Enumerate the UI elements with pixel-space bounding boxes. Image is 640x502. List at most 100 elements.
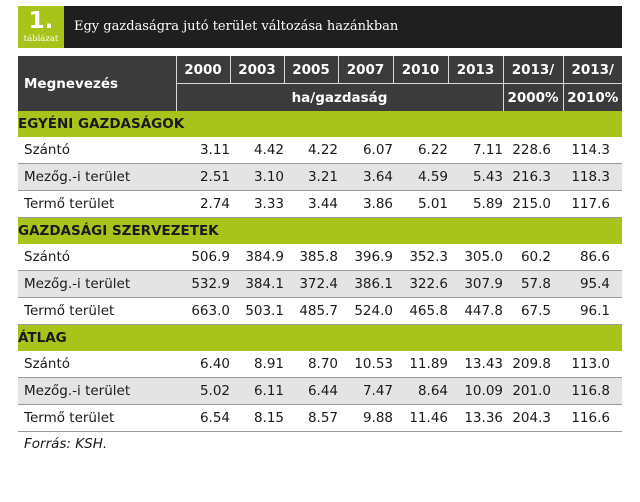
- value-cell: 663.0: [176, 297, 230, 325]
- ratio-cell: 113.0: [563, 351, 622, 378]
- table-row: Termő terület 6.54 8.15 8.57 9.88 11.46 13.36 2…: [18, 404, 622, 432]
- table-body: EGYÉNI GAZDASÁGOK Szántó 3.11 4.42 4.22 6.07 6…: [18, 111, 622, 432]
- table-title: Egy gazdaságra jutó terület változása ha…: [74, 19, 399, 34]
- value-cell: 3.21: [284, 163, 338, 191]
- section-header-row: GAZDASÁGI SZERVEZETEK: [18, 217, 622, 244]
- table-word: táblázat: [23, 34, 59, 44]
- value-cell: 3.10: [230, 163, 284, 191]
- value-cell: 396.9: [338, 244, 393, 271]
- table-number: 1.: [28, 8, 54, 34]
- column-header-ratio-top: 2013/: [562, 56, 622, 84]
- value-cell: 385.8: [284, 244, 338, 271]
- header-row-unit: ha/gazdaság 2000% 2010%: [18, 83, 622, 111]
- column-header-ratio-bottom: 2000%: [502, 83, 563, 111]
- value-cell: 10.09: [448, 377, 503, 405]
- value-cell: 465.8: [393, 297, 448, 325]
- value-cell: 5.43: [448, 163, 503, 191]
- source-note: Forrás: KSH.: [24, 436, 108, 452]
- section-header-row: ÁTLAG: [18, 324, 622, 351]
- table-row: Termő terület 663.0 503.1 485.7 524.0 465.8 44…: [18, 297, 622, 325]
- ratio-cell: 116.6: [563, 404, 622, 432]
- value-cell: 3.44: [284, 190, 338, 218]
- value-cell: 307.9: [448, 270, 503, 298]
- value-cell: 13.43: [448, 351, 503, 378]
- table-row: Szántó 3.11 4.42 4.22 6.07 6.22 7.11 228.6 114.3: [18, 137, 622, 164]
- value-cell: 3.11: [176, 137, 230, 164]
- row-label: Mezőg.-i terület: [18, 377, 176, 405]
- value-cell: 4.42: [230, 137, 284, 164]
- value-cell: 8.91: [230, 351, 284, 378]
- row-label: Szántó: [18, 351, 176, 378]
- section-title: GAZDASÁGI SZERVEZETEK: [18, 217, 622, 244]
- ratio-cell: 117.6: [563, 190, 622, 218]
- ratio-cell: 216.3: [503, 163, 563, 191]
- value-cell: 6.40: [176, 351, 230, 378]
- value-cell: 386.1: [338, 270, 393, 298]
- value-cell: 384.9: [230, 244, 284, 271]
- section-header-row: EGYÉNI GAZDASÁGOK: [18, 111, 622, 137]
- value-cell: 506.9: [176, 244, 230, 271]
- table-title-bar: 1. táblázat Egy gazdaságra jutó terület …: [18, 6, 622, 48]
- value-cell: 447.8: [448, 297, 503, 325]
- ratio-cell: 201.0: [503, 377, 563, 405]
- ratio-cell: 67.5: [503, 297, 563, 325]
- ratio-cell: 215.0: [503, 190, 563, 218]
- value-cell: 6.44: [284, 377, 338, 405]
- row-label: Termő terület: [18, 297, 176, 325]
- value-cell: 305.0: [448, 244, 503, 271]
- table-row: Termő terület 2.74 3.33 3.44 3.86 5.01 5.89 215…: [18, 190, 622, 218]
- row-label: Termő terület: [18, 404, 176, 432]
- value-cell: 4.59: [393, 163, 448, 191]
- value-cell: 3.33: [230, 190, 284, 218]
- value-cell: 8.64: [393, 377, 448, 405]
- value-cell: 6.07: [338, 137, 393, 164]
- column-header-unit: ha/gazdaság: [175, 83, 503, 111]
- table-row: Mezőg.-i terület 5.02 6.11 6.44 7.47 8.64 10.0…: [18, 377, 622, 405]
- ratio-cell: 228.6: [503, 137, 563, 164]
- value-cell: 352.3: [393, 244, 448, 271]
- column-header-year: 2010: [392, 56, 448, 84]
- value-cell: 4.22: [284, 137, 338, 164]
- value-cell: 532.9: [176, 270, 230, 298]
- value-cell: 6.11: [230, 377, 284, 405]
- row-label: Termő terület: [18, 190, 176, 218]
- ratio-cell: 57.8: [503, 270, 563, 298]
- column-header-year: 2005: [283, 56, 338, 84]
- value-cell: 5.89: [448, 190, 503, 218]
- row-label: Szántó: [18, 244, 176, 271]
- ratio-cell: 116.8: [563, 377, 622, 405]
- column-header-year: 2007: [337, 56, 393, 84]
- ratio-cell: 204.3: [503, 404, 563, 432]
- value-cell: 372.4: [284, 270, 338, 298]
- data-table: Megnevezés 2000 2003 2005 2007 2010 2013…: [18, 56, 622, 432]
- table-row: Mezőg.-i terület 2.51 3.10 3.21 3.64 4.59 5.43…: [18, 163, 622, 191]
- ratio-cell: 96.1: [563, 297, 622, 325]
- value-cell: 7.11: [448, 137, 503, 164]
- column-header-name: Megnevezés: [18, 56, 176, 111]
- value-cell: 524.0: [338, 297, 393, 325]
- value-cell: 7.47: [338, 377, 393, 405]
- value-cell: 2.51: [176, 163, 230, 191]
- table-number-badge: 1. táblázat: [18, 6, 64, 48]
- value-cell: 13.36: [448, 404, 503, 432]
- value-cell: 5.02: [176, 377, 230, 405]
- value-cell: 384.1: [230, 270, 284, 298]
- column-header-year: 2003: [229, 56, 284, 84]
- section-title: ÁTLAG: [18, 324, 622, 351]
- value-cell: 2.74: [176, 190, 230, 218]
- value-cell: 503.1: [230, 297, 284, 325]
- ratio-cell: 60.2: [503, 244, 563, 271]
- ratio-cell: 95.4: [563, 270, 622, 298]
- ratio-cell: 114.3: [563, 137, 622, 164]
- column-header-ratio-bottom: 2010%: [562, 83, 622, 111]
- value-cell: 8.15: [230, 404, 284, 432]
- ratio-cell: 209.8: [503, 351, 563, 378]
- value-cell: 10.53: [338, 351, 393, 378]
- header-row-years: Megnevezés 2000 2003 2005 2007 2010 2013…: [18, 56, 622, 111]
- column-header-ratio-top: 2013/: [502, 56, 563, 84]
- value-cell: 322.6: [393, 270, 448, 298]
- value-cell: 8.57: [284, 404, 338, 432]
- table-row: Szántó 506.9 384.9 385.8 396.9 352.3 305.0 60.2…: [18, 244, 622, 271]
- value-cell: 5.01: [393, 190, 448, 218]
- row-label: Szántó: [18, 137, 176, 164]
